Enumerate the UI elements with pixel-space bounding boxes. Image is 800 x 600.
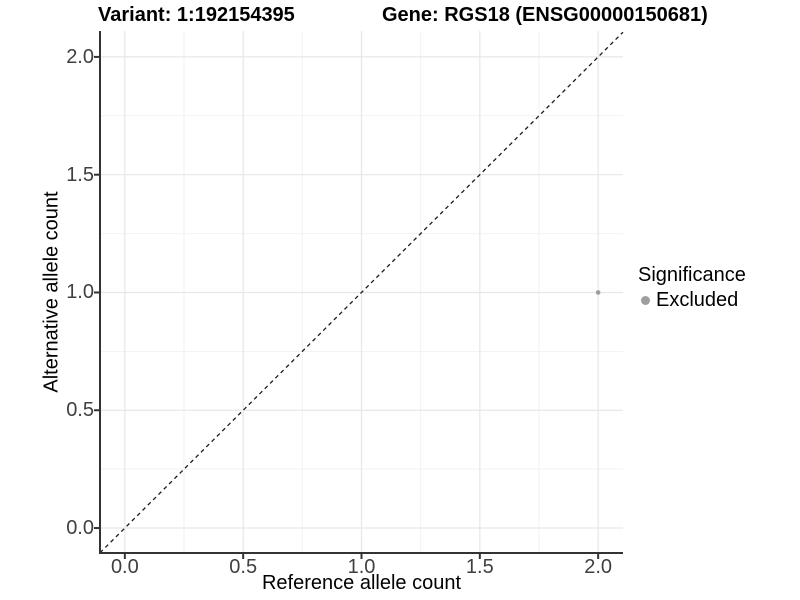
x-tick-label: 0.5 bbox=[229, 556, 258, 578]
x-tick-label: 1.0 bbox=[347, 556, 376, 578]
y-tick-label: 1.0 bbox=[66, 281, 94, 304]
x-tick-label: 0.0 bbox=[110, 556, 139, 578]
x-tick-label: 1.5 bbox=[465, 556, 494, 578]
y-tick-label: 0.0 bbox=[66, 517, 94, 540]
legend-item-excluded: Excluded bbox=[638, 288, 746, 312]
data-point bbox=[595, 290, 601, 295]
y-tick-label: 2.0 bbox=[66, 45, 94, 68]
plot-title-variant: Variant: 1:192154395 bbox=[98, 4, 295, 26]
plot-title-gene: Gene: RGS18 (ENSG00000150681) bbox=[382, 4, 708, 26]
legend: Significance Excluded bbox=[638, 263, 746, 312]
legend-item-label: Excluded bbox=[656, 288, 739, 311]
y-tick-label: 0.5 bbox=[66, 399, 94, 422]
x-axis-title: Reference allele count bbox=[261, 572, 461, 594]
legend-point-icon bbox=[641, 295, 650, 305]
legend-title: Significance bbox=[638, 264, 746, 286]
identity-dashed-line bbox=[99, 31, 624, 554]
y-tick-label: 1.5 bbox=[66, 163, 94, 186]
x-tick-label: 2.0 bbox=[584, 556, 613, 578]
